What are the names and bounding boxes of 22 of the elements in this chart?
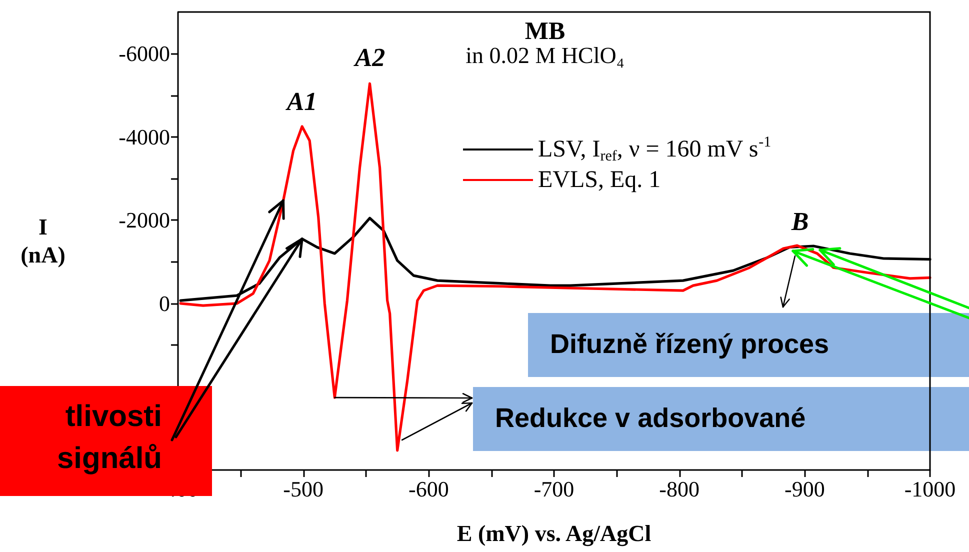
line-series: [179, 82, 932, 452]
x-tick-label: -600: [408, 476, 449, 502]
x-tick-label: -800: [659, 476, 700, 502]
annotation: A1: [284, 87, 318, 116]
x-tick-label: -1000: [904, 476, 956, 502]
label-box: Redukce v adsorbované: [473, 387, 969, 451]
x-tick-label: -700: [534, 476, 574, 502]
chart-title: MB: [524, 18, 566, 45]
x-axis-title: E (mV) vs. Ag/AgCl: [456, 521, 652, 547]
y-tick-label: 0: [159, 290, 170, 316]
y-tick-label: -4000: [118, 124, 170, 150]
x-tick-label: -500: [283, 476, 324, 502]
text: in 0.02 M HClO₄: [466, 43, 624, 68]
y-tick-label: -6000: [118, 41, 170, 66]
label-box: tlivosti signálů: [0, 386, 212, 496]
y-axis-title: I (nA): [20, 214, 66, 268]
legend-label: EVLS, Eq. 1: [538, 167, 661, 193]
label-box: Difuzně řízený proces: [528, 313, 969, 377]
annotation: B: [790, 207, 809, 236]
y-tick-label: -2000: [118, 208, 170, 233]
x-tick-label: -900: [784, 476, 825, 502]
annotation: A2: [352, 43, 386, 72]
